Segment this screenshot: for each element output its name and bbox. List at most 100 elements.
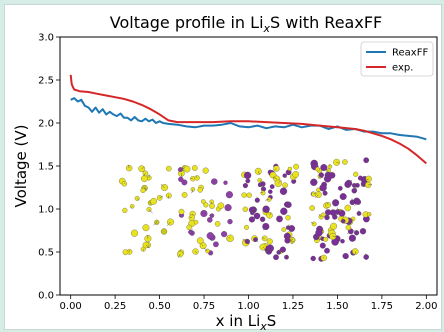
atom: [273, 254, 279, 261]
atom: [323, 175, 332, 183]
bond: [354, 185, 357, 190]
x-tick-label: 1.25: [282, 301, 304, 312]
bond: [318, 213, 322, 218]
bond: [228, 237, 231, 239]
atom: [292, 171, 300, 178]
bond: [265, 199, 270, 201]
atom: [150, 197, 157, 205]
bond: [196, 176, 198, 179]
atom: [322, 190, 328, 196]
bond: [137, 198, 139, 201]
y-tick-label: 0.0: [38, 291, 54, 302]
bond: [191, 189, 194, 194]
bond: [287, 224, 290, 228]
atom: [141, 175, 148, 183]
bond: [262, 226, 267, 231]
bond: [215, 241, 219, 245]
atom: [206, 232, 214, 240]
atom: [329, 209, 337, 216]
atom: [160, 228, 168, 235]
bond: [348, 179, 353, 184]
bond: [365, 253, 367, 258]
bond: [144, 187, 147, 190]
bond: [316, 236, 321, 240]
bond: [262, 237, 265, 239]
legend: ReaxFF exp.: [360, 41, 434, 77]
x-tick-label: 2.00: [415, 301, 437, 312]
bond: [269, 212, 272, 216]
atom: [276, 215, 283, 223]
atom: [357, 175, 363, 181]
atom: [202, 167, 209, 174]
bond: [260, 186, 264, 190]
chart-title: Voltage profile in LixS with ReaxFF: [110, 13, 382, 35]
bond: [203, 247, 208, 252]
atom: [285, 215, 291, 221]
bond: [353, 230, 357, 233]
bond: [224, 207, 229, 211]
atom: [140, 187, 146, 193]
bond: [179, 215, 182, 218]
bond: [362, 231, 366, 233]
atom: [353, 171, 359, 177]
atom: [268, 189, 273, 194]
bond: [153, 222, 157, 226]
bond: [264, 251, 269, 253]
bond: [128, 164, 130, 169]
bond: [258, 171, 260, 175]
atom: [324, 247, 330, 254]
bond: [159, 195, 164, 199]
atom: [191, 165, 198, 171]
bond: [255, 239, 259, 243]
y-tick-label: 2.0: [38, 119, 54, 130]
atom: [129, 204, 135, 209]
x-axis-label: x in LixS: [216, 312, 277, 332]
bond: [145, 244, 150, 249]
bond: [266, 248, 271, 252]
bond: [326, 210, 329, 213]
bond: [318, 174, 322, 179]
atom: [324, 214, 330, 221]
bond: [262, 246, 266, 250]
atom: [340, 238, 345, 244]
y-axis-label: Voltage (V): [12, 125, 30, 208]
bond: [322, 256, 324, 259]
atom: [122, 249, 129, 256]
bond: [160, 184, 165, 188]
atom: [287, 166, 293, 172]
atom: [200, 209, 208, 218]
atom: [339, 193, 347, 201]
bond: [290, 239, 293, 241]
x-tick-label: 1.00: [237, 301, 259, 312]
atom: [225, 191, 233, 199]
atom: [209, 203, 215, 209]
bond: [195, 251, 198, 254]
atom: [269, 184, 275, 189]
title-suffix: S with ReaxFF: [270, 13, 382, 32]
atom: [266, 238, 273, 245]
bond: [284, 175, 288, 178]
bond: [131, 206, 133, 208]
atom: [223, 180, 228, 185]
atom: [276, 250, 281, 255]
bond: [168, 195, 170, 199]
atom: [183, 165, 191, 173]
bond: [288, 172, 290, 174]
atom: [243, 171, 252, 180]
atom: [242, 183, 248, 189]
xlabel-prefix: x in Li: [216, 312, 261, 330]
bond: [310, 221, 315, 225]
atom: [279, 246, 286, 253]
bond: [369, 214, 371, 216]
atom: [257, 182, 263, 188]
bond: [342, 219, 345, 222]
inset-structure-1: [118, 164, 174, 256]
bond: [181, 173, 183, 177]
y-tick-label: 2.5: [38, 76, 54, 87]
bond: [287, 202, 289, 205]
bond: [274, 168, 277, 171]
atom: [178, 208, 185, 215]
inset-structure-2: [177, 165, 234, 258]
inset-structure-4: [309, 157, 373, 262]
atom: [284, 237, 291, 244]
